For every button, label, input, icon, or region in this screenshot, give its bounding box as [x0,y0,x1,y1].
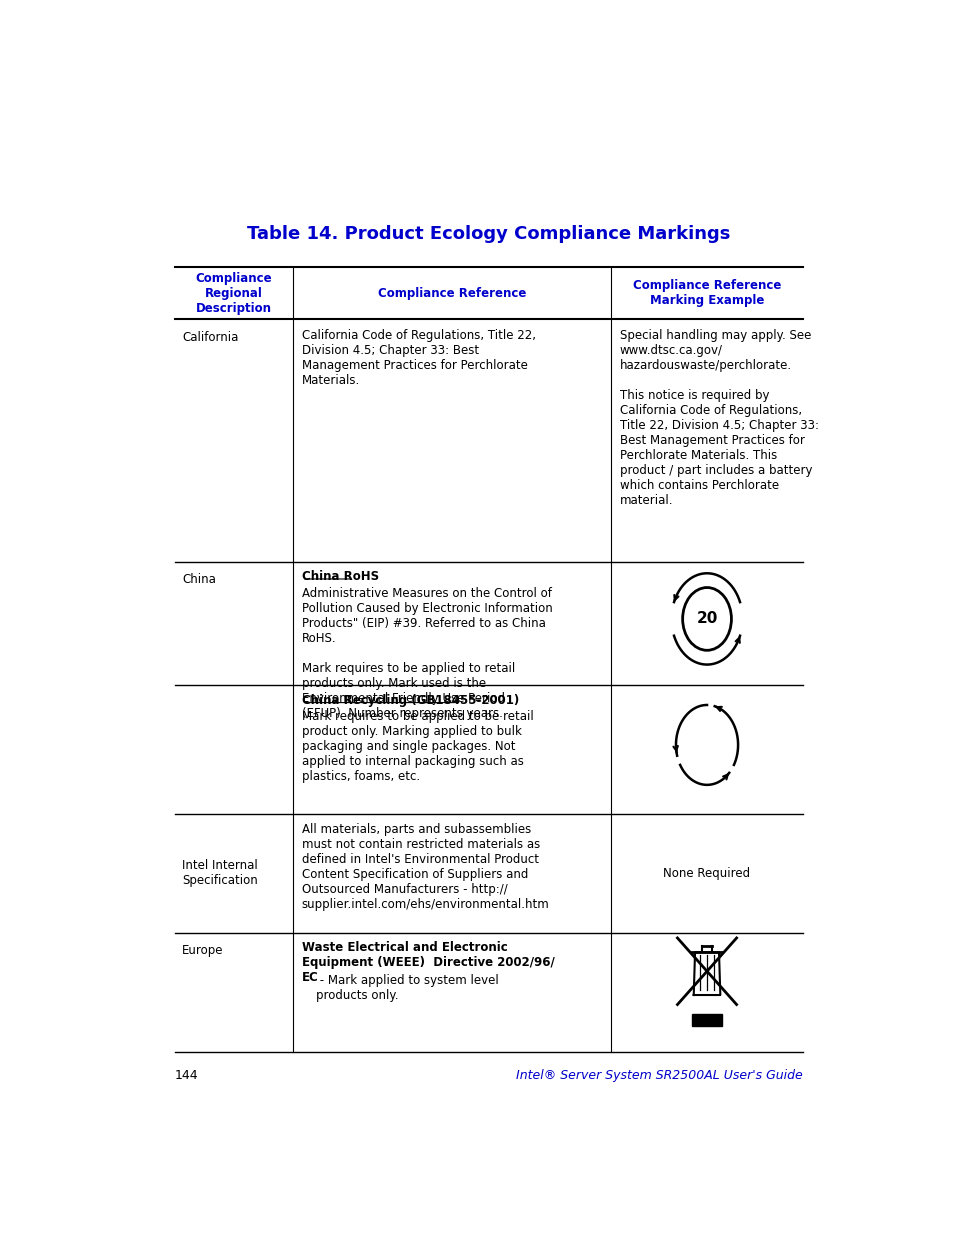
Text: China Recycling (GB18455-2001): China Recycling (GB18455-2001) [301,694,518,708]
Text: Waste Electrical and Electronic
Equipment (WEEE)  Directive 2002/96/
EC: Waste Electrical and Electronic Equipmen… [301,941,554,984]
Text: California: California [182,331,238,343]
Text: 144: 144 [174,1068,198,1082]
Text: Europe: Europe [182,944,223,957]
Text: China: China [182,573,215,587]
Text: Mark requires to be applied to be retail
product only. Marking applied to bulk
p: Mark requires to be applied to be retail… [301,710,533,783]
Text: Special handling may apply. See
www.dtsc.ca.gov/
hazardouswaste/perchlorate.

Th: Special handling may apply. See www.dtsc… [619,329,818,506]
Text: - Mark applied to system level
products only.: - Mark applied to system level products … [315,973,498,1002]
Text: Table 14. Product Ecology Compliance Markings: Table 14. Product Ecology Compliance Mar… [247,225,730,243]
Text: None Required: None Required [662,867,750,879]
Text: 20: 20 [696,611,717,626]
Text: Compliance Reference: Compliance Reference [377,287,526,300]
Text: Compliance
Regional
Description: Compliance Regional Description [195,272,272,315]
Text: Intel Internal
Specification: Intel Internal Specification [182,860,257,887]
Text: Intel® Server System SR2500AL User's Guide: Intel® Server System SR2500AL User's Gui… [516,1068,802,1082]
Text: California Code of Regulations, Title 22,
Division 4.5; Chapter 33: Best
Managem: California Code of Regulations, Title 22… [301,329,536,387]
Text: China RoHS: China RoHS [301,571,378,583]
Text: Compliance Reference
Marking Example: Compliance Reference Marking Example [632,279,781,308]
Bar [692,1014,720,1026]
Text: All materials, parts and subassemblies
must not contain restricted materials as
: All materials, parts and subassemblies m… [301,824,549,911]
Text: Administrative Measures on the Control of
Pollution Caused by Electronic Informa: Administrative Measures on the Control o… [301,587,552,720]
